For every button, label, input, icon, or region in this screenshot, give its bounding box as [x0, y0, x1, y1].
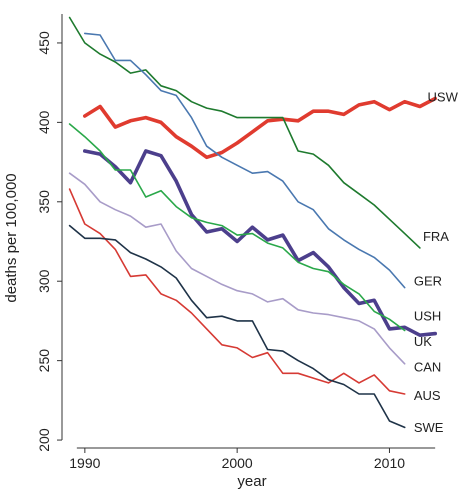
series-label-can: CAN: [414, 359, 441, 374]
y-tick-label: 350: [36, 190, 52, 214]
series-label-aus: AUS: [414, 388, 441, 403]
series-label-fra: FRA: [423, 229, 449, 244]
x-tick-label: 2000: [222, 455, 253, 471]
axes: 200 250 300 350 400 450 1990 2000 2010: [36, 14, 436, 471]
y-tick-label: 450: [36, 31, 52, 55]
y-axis-title: deaths per 100,000: [3, 173, 20, 302]
series-line-ush: [83, 149, 438, 338]
y-tick-label: 400: [36, 110, 52, 134]
series-label-ger: GER: [414, 274, 442, 289]
series-labels: USW FRA GER USH UK CAN AUS SWE: [414, 89, 459, 434]
series-line-swe: [68, 224, 406, 429]
series-label-swe: SWE: [414, 420, 444, 435]
series-line-fra: [68, 16, 421, 249]
series-label-usw: USW: [428, 89, 459, 104]
y-tick-label: 250: [36, 349, 52, 373]
series-line-can: [68, 172, 406, 365]
series-line-ger: [84, 32, 406, 289]
series-line-uk: [68, 123, 406, 332]
y-tick-label: 300: [36, 269, 52, 293]
series-label-uk: UK: [414, 334, 432, 349]
series-line-aus: [68, 188, 406, 395]
series-line-usw: [83, 96, 438, 160]
series-label-ush: USH: [414, 309, 441, 324]
x-tick-label: 2010: [374, 455, 405, 471]
x-tick-label: 1990: [69, 455, 100, 471]
series-layer: [68, 16, 438, 429]
x-axis-title: year: [237, 473, 266, 490]
y-tick-label: 200: [36, 428, 52, 452]
